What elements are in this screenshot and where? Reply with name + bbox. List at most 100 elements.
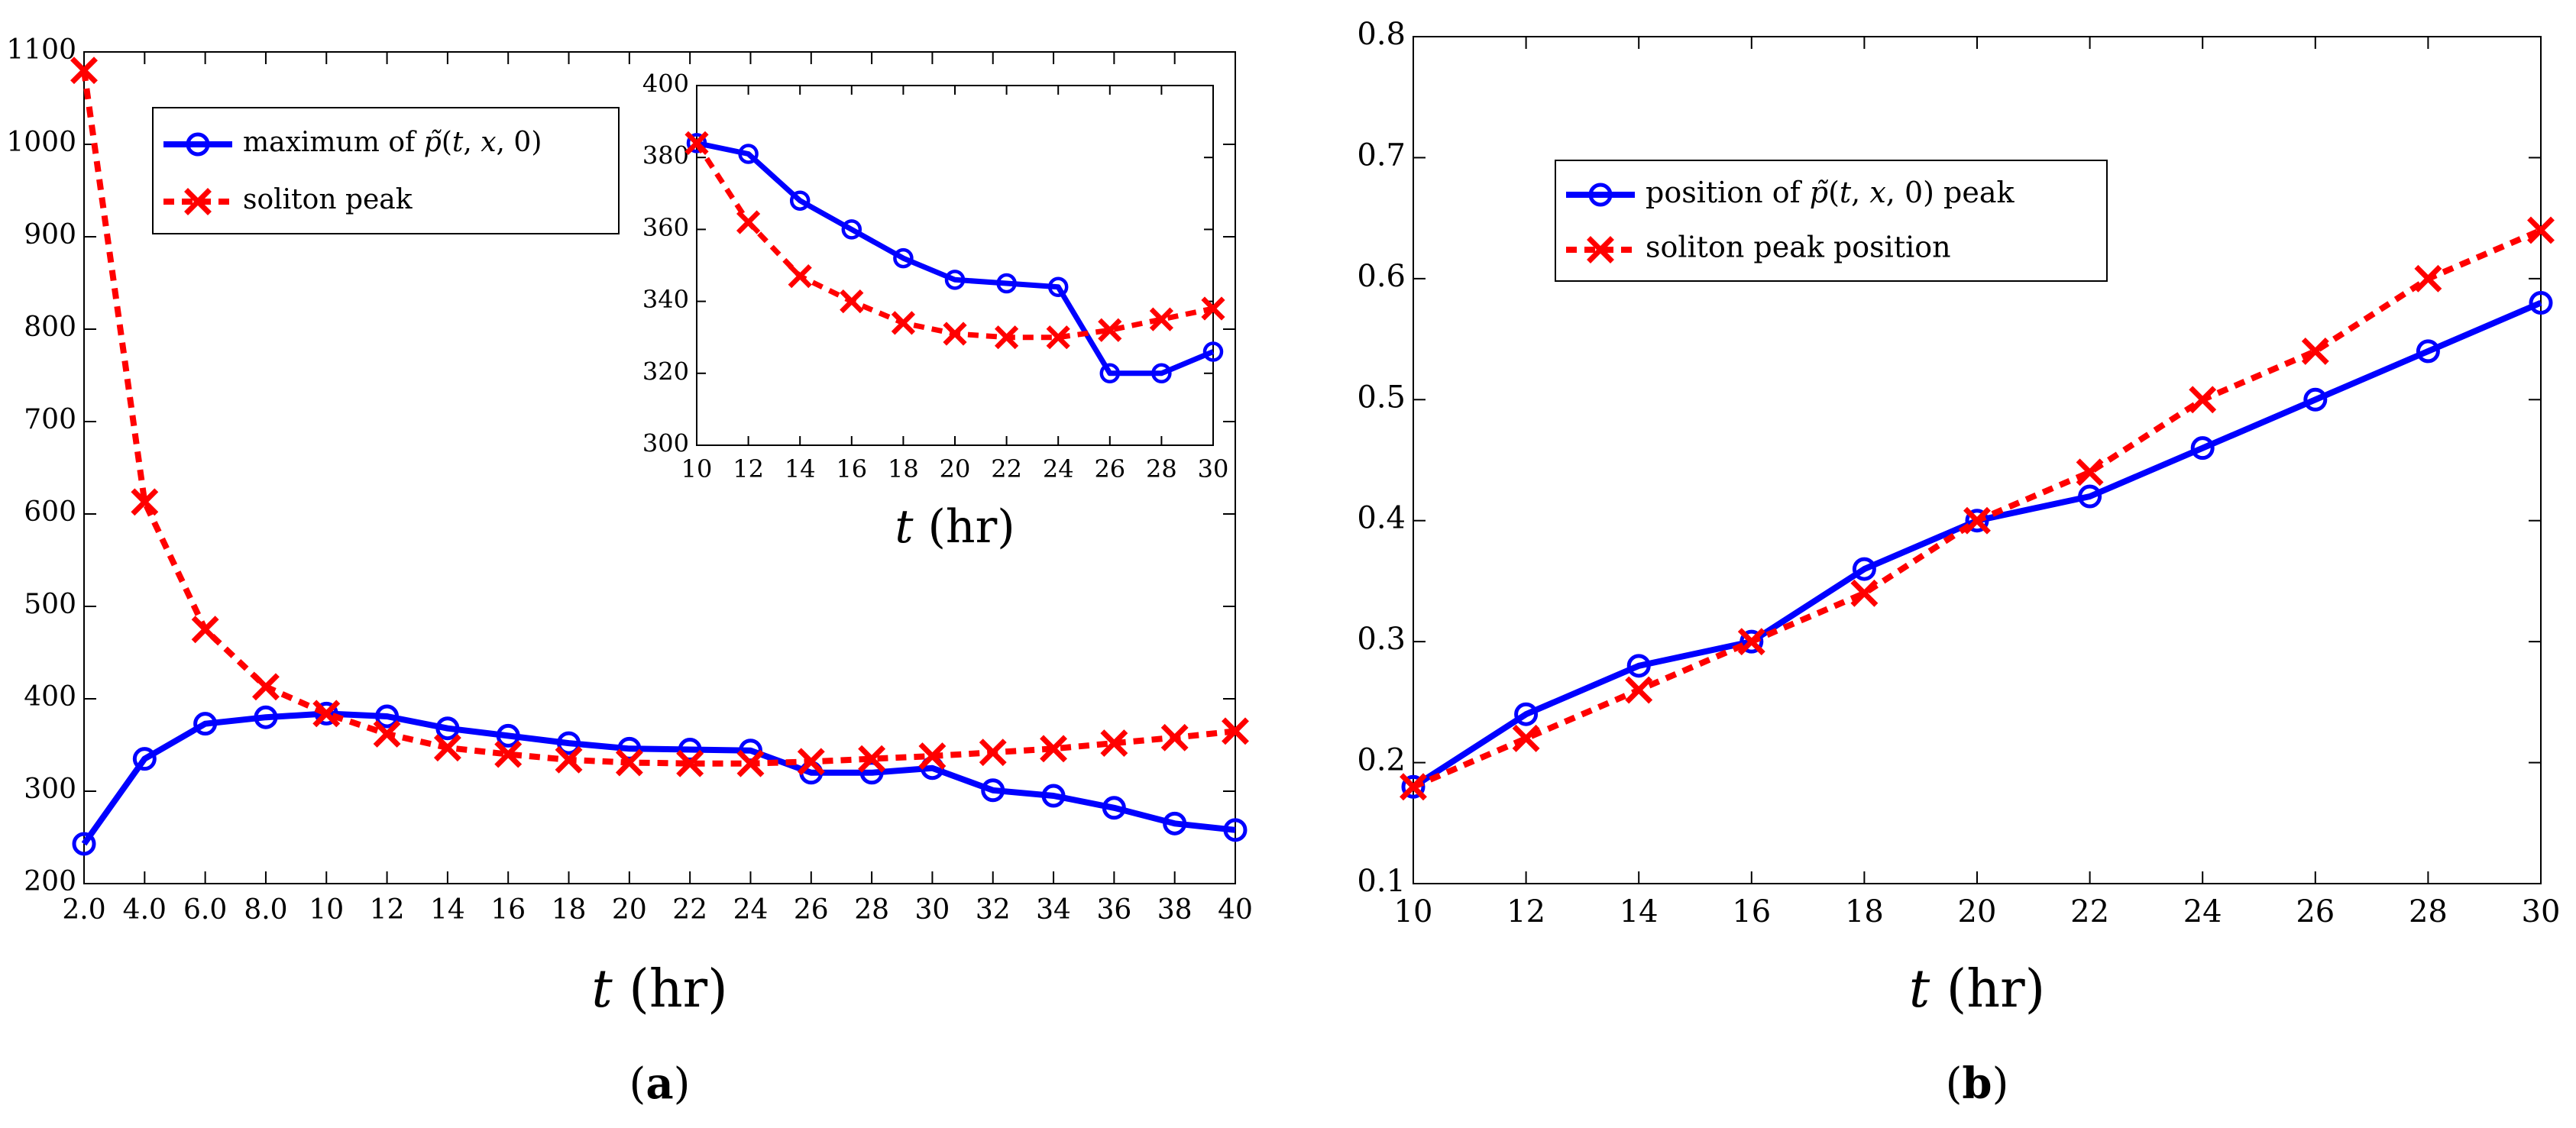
legend-label-part-0: maximum of — [243, 127, 424, 158]
legend-label-part-3: t — [1840, 176, 1852, 209]
y-tick-label: 800 — [24, 312, 76, 343]
legend-sample-marker — [184, 188, 212, 215]
data-point — [2416, 339, 2440, 364]
data-point — [373, 720, 401, 748]
x-tick-label: 26 — [1094, 454, 1125, 483]
data-point — [1400, 773, 1427, 801]
x-tick-label: 16 — [836, 454, 867, 483]
x-tick-label: 6.0 — [183, 894, 227, 926]
legend: maximum of p̃(t, x, 0) soliton peak — [152, 107, 620, 234]
data-point — [1098, 318, 1122, 342]
data-point — [1850, 579, 1879, 607]
series-solid-blue — [686, 133, 1224, 384]
y-tick-label: 0.7 — [1357, 137, 1406, 173]
x-tick-label: 26 — [794, 894, 829, 926]
panel-label-letter: b — [1962, 1059, 1992, 1109]
legend-label: soliton peak position — [1646, 231, 1951, 264]
data-point — [1160, 723, 1189, 751]
data-point — [1099, 363, 1121, 384]
data-point — [995, 325, 1019, 350]
data-point — [1514, 702, 1539, 726]
data-point — [1201, 296, 1225, 321]
legend-sample-marker — [1587, 236, 1614, 263]
x-tick-label: 30 — [1198, 454, 1229, 483]
y-tick-label: 600 — [24, 496, 76, 528]
x-tick-label: 20 — [612, 894, 647, 926]
x-tick-label: 8.0 — [244, 894, 287, 926]
data-point — [738, 144, 759, 164]
y-tick-label: 500 — [24, 589, 76, 620]
legend-label-part-5: x — [1869, 176, 1885, 209]
data-point — [797, 748, 825, 776]
x-axis-label: t (hr) — [591, 959, 727, 1020]
panel-label-close: ) — [674, 1059, 691, 1109]
x-tick-label: 2.0 — [62, 894, 105, 926]
data-point — [375, 704, 400, 729]
series-dashed-red — [1400, 216, 2555, 801]
x-tick-label: 10 — [309, 894, 344, 926]
data-point — [859, 761, 884, 785]
x-axis-label-unit: (hr) — [613, 959, 728, 1020]
data-point — [2414, 264, 2442, 293]
panel-label-close: ) — [1992, 1059, 2009, 1109]
data-point — [1202, 341, 1224, 362]
panel-label: (b) — [1946, 1059, 2009, 1109]
y-tick-label: 400 — [642, 69, 689, 99]
data-point — [943, 322, 967, 346]
data-point — [494, 740, 523, 768]
data-point — [193, 712, 218, 736]
x-tick-label: 12 — [733, 454, 764, 483]
data-point — [1040, 735, 1067, 763]
data-point — [789, 190, 811, 211]
y-tick-label: 1000 — [6, 127, 76, 158]
legend-sample-marker — [1588, 183, 1613, 207]
x-tick-label: 12 — [370, 894, 405, 926]
x-tick-label: 10 — [681, 454, 713, 483]
panel-label-letter: a — [646, 1059, 673, 1109]
x-tick-label: 38 — [1157, 894, 1193, 926]
y-tick-label: 1100 — [6, 34, 76, 66]
data-point — [891, 311, 915, 335]
x-tick-label: 22 — [991, 454, 1022, 483]
y-tick-label: 400 — [24, 681, 76, 713]
x-tick-label: 30 — [2522, 894, 2561, 929]
data-point — [1149, 307, 1173, 331]
y-tick-label: 200 — [24, 866, 76, 897]
y-tick-label: 0.5 — [1357, 380, 1406, 415]
x-tick-label: 32 — [976, 894, 1011, 926]
data-point — [131, 488, 159, 516]
data-point — [2078, 484, 2102, 509]
legend-label-part-4: , — [463, 127, 481, 158]
x-axis-label-unit: (hr) — [913, 500, 1015, 554]
x-axis-label-unit: (hr) — [1930, 959, 2045, 1020]
x-tick-label: 22 — [672, 894, 707, 926]
legend-label: position of p̃(t, x, 0) peak — [1646, 176, 2015, 209]
data-point — [496, 723, 520, 748]
data-point — [1102, 796, 1126, 820]
y-tick-label: 340 — [642, 285, 689, 314]
data-point — [433, 734, 461, 762]
data-point — [1737, 628, 1765, 656]
y-tick-label: 0.1 — [1357, 864, 1406, 899]
data-point — [1047, 276, 1069, 298]
plot-frame — [696, 85, 1214, 446]
data-point — [1401, 774, 1426, 799]
legend-label-part-4: , — [1851, 176, 1869, 209]
chart-a-inset: 10 12 14 16 18 20 22 24 26 28 30 300 320 340 360 380 400… — [642, 69, 1228, 554]
data-point — [2303, 387, 2328, 412]
legend-label-part-6: , 0) — [1886, 176, 1934, 209]
data-point — [251, 673, 280, 701]
data-point — [2527, 216, 2555, 244]
x-tick-label: 20 — [940, 454, 971, 483]
y-tick-label: 300 — [642, 429, 689, 458]
data-point — [615, 748, 643, 777]
legend-label-part-3: t — [452, 127, 464, 158]
legend-label-part-2: ( — [1828, 176, 1840, 209]
data-point — [1965, 509, 1989, 533]
x-tick-label: 24 — [1043, 454, 1074, 483]
panel-label-open: ( — [629, 1059, 646, 1109]
x-axis-label: t (hr) — [895, 500, 1015, 554]
x-tick-label: 12 — [1506, 894, 1545, 929]
y-tick-label: 0.4 — [1357, 501, 1406, 536]
x-tick-label: 26 — [2296, 894, 2335, 929]
